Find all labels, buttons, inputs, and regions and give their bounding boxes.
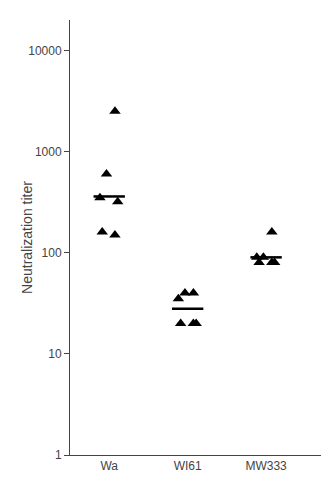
svg-text:100: 100	[42, 246, 62, 260]
svg-text:MW333: MW333	[245, 459, 287, 473]
svg-text:1000: 1000	[35, 145, 62, 159]
svg-text:10: 10	[48, 347, 62, 361]
svg-text:WI61: WI61	[174, 459, 202, 473]
svg-text:1: 1	[55, 448, 62, 462]
svg-text:Wa: Wa	[100, 459, 118, 473]
svg-text:Neutralization titer: Neutralization titer	[19, 181, 35, 294]
svg-text:10000: 10000	[28, 44, 62, 58]
